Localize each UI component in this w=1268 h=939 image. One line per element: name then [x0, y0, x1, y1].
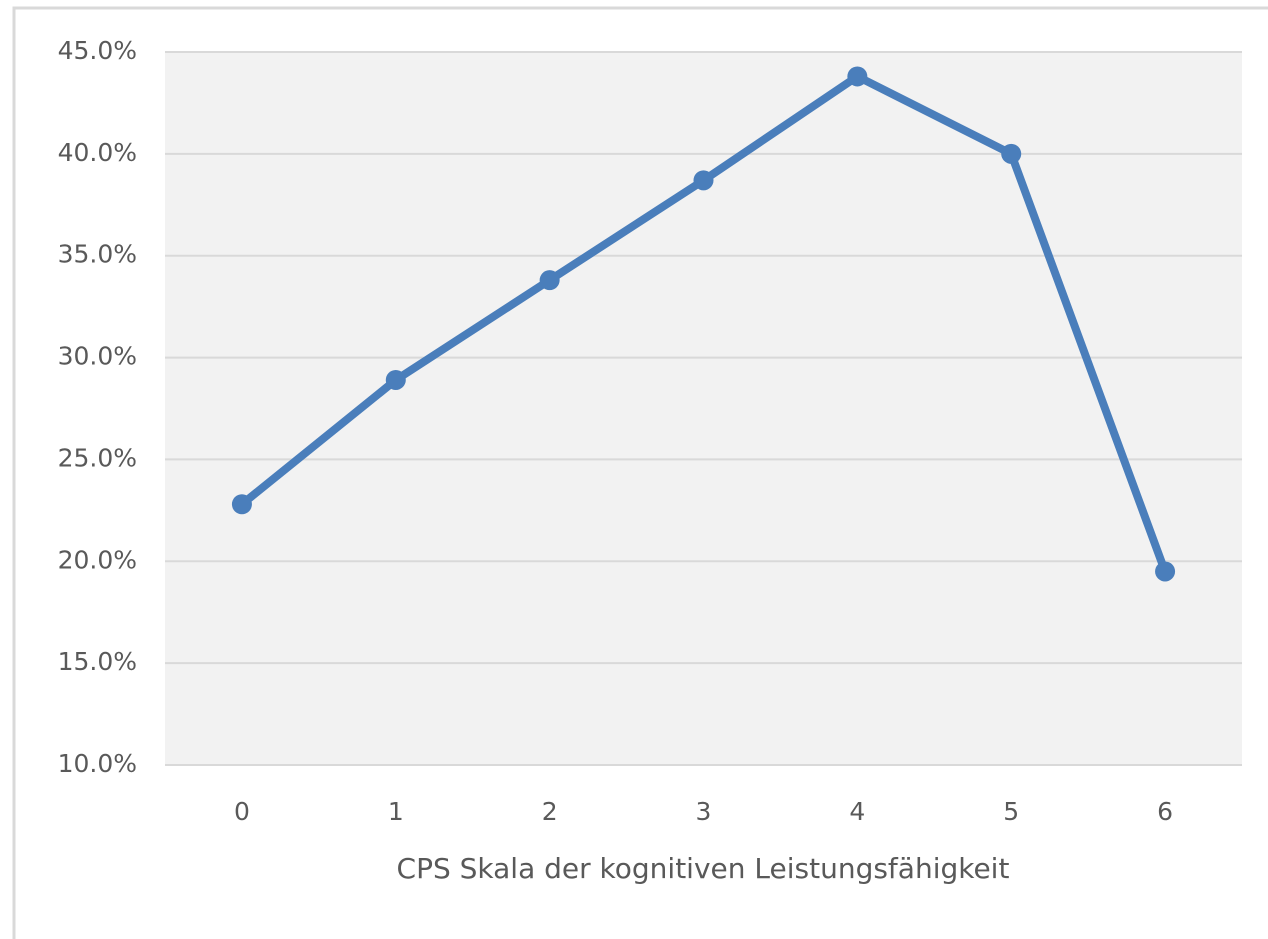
y-tick-label: 25.0%: [58, 443, 137, 472]
y-tick-label: 45.0%: [58, 36, 137, 65]
data-point: [539, 270, 560, 291]
x-tick-label: 4: [849, 797, 865, 826]
data-point: [1155, 561, 1176, 582]
x-tick-label: 0: [234, 797, 250, 826]
x-tick-label: 6: [1157, 797, 1173, 826]
y-tick-label: 30.0%: [58, 342, 137, 371]
y-tick-label: 35.0%: [58, 240, 137, 269]
x-tick-label: 5: [1003, 797, 1019, 826]
x-tick-label: 3: [696, 797, 712, 826]
x-tick-label: 2: [542, 797, 558, 826]
y-tick-label: 20.0%: [58, 545, 137, 574]
chart-border: [12, 6, 1268, 939]
data-point: [385, 369, 406, 390]
data-point: [693, 170, 714, 191]
y-tick-label: 15.0%: [58, 647, 137, 676]
y-tick-label: 40.0%: [58, 138, 137, 167]
data-point: [847, 66, 868, 87]
y-tick-label: 10.0%: [58, 749, 137, 778]
data-point: [1001, 143, 1022, 164]
x-tick-label: 1: [388, 797, 404, 826]
plot-area: [165, 52, 1242, 765]
data-point: [231, 494, 252, 515]
x-axis-label: CPS Skala der kognitiven Leistungsfähigk…: [397, 852, 1010, 885]
